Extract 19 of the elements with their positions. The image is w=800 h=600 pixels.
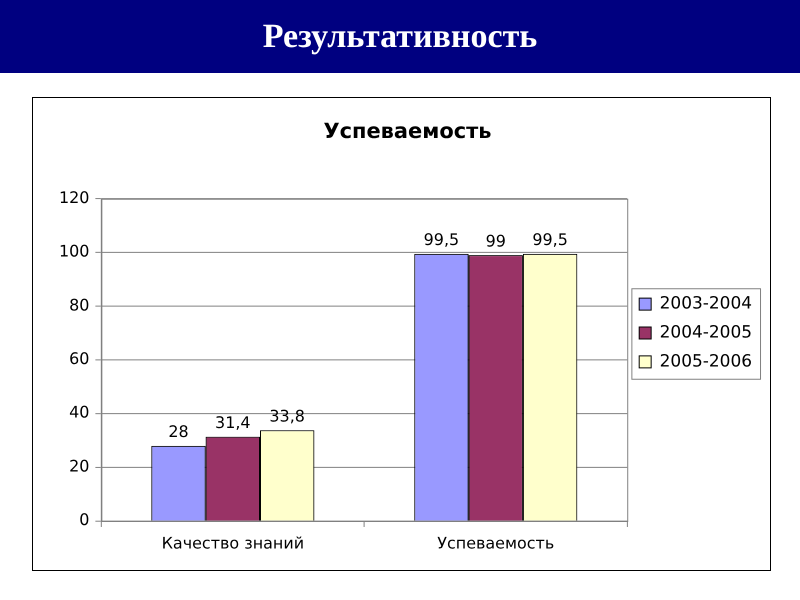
data-label: 31,4 xyxy=(215,412,251,432)
data-label: 99,5 xyxy=(424,230,460,250)
y-tick-label: 60 xyxy=(69,349,90,368)
data-label: 99,5 xyxy=(532,230,568,250)
x-tick-label: Качество знаний xyxy=(162,534,304,553)
legend-label: 2005-2006 xyxy=(660,350,752,370)
legend-label: 2004-2005 xyxy=(660,321,752,342)
y-tick-label: 40 xyxy=(69,402,90,422)
y-tick-label: 120 xyxy=(58,188,90,207)
data-label: 33,8 xyxy=(269,406,305,426)
data-label: 99 xyxy=(486,231,506,250)
legend-label: 2003-2004 xyxy=(660,292,752,313)
y-tick-label: 0 xyxy=(79,510,90,530)
y-tick-label: 80 xyxy=(69,295,90,314)
chart-subtitle: Успеваемость xyxy=(324,118,492,143)
y-tick-label: 100 xyxy=(58,242,90,261)
chart-title: Результативность xyxy=(262,18,538,56)
y-tick-label: 20 xyxy=(69,456,90,476)
data-label: 28 xyxy=(168,422,189,442)
